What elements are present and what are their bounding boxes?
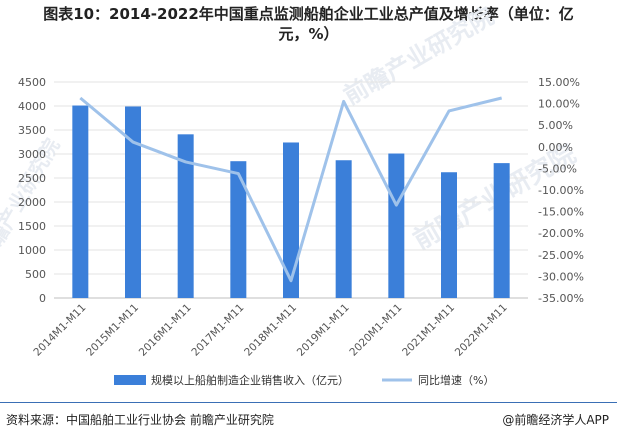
brand-text: @前瞻经济学人APP	[502, 413, 609, 427]
bar-series	[72, 105, 510, 299]
x-tick-label: 2018M1-M11	[242, 302, 299, 359]
legend-bar-label: 规模以上船舶制造企业销售收入（亿元）	[151, 373, 349, 387]
footer-divider	[0, 402, 617, 403]
bar	[441, 172, 457, 298]
source-text: 资料来源：中国船舶工业行业协会 前瞻产业研究院	[6, 413, 274, 427]
right-tick-label: -10.00%	[538, 184, 584, 197]
line-series	[79, 96, 503, 283]
bar	[493, 163, 510, 298]
left-axis-ticks: 0 500 1000 1500 2000 2500 3000 3500 4000 4500	[18, 76, 46, 305]
x-tick-label: 2019M1-M11	[295, 302, 352, 359]
chart-canvas: 前瞻产业研究院前瞻产业研究院前瞻产业研究院 050010001500200025…	[0, 2, 584, 387]
bar	[335, 160, 352, 298]
left-tick-label: 500	[25, 268, 46, 281]
right-tick-label: 0.00%	[538, 141, 573, 154]
chart-title: 图表10：2014-2022年中国重点监测船舶企业工业总产值及增长率（单位：亿 …	[0, 4, 617, 44]
legend: 规模以上船舶制造企业销售收入（亿元） 同比增速（%）	[114, 373, 494, 387]
watermark-text: 前瞻产业研究院	[339, 2, 498, 110]
growth-line	[79, 96, 503, 283]
right-tick-label: 15.00%	[538, 76, 580, 89]
right-tick-label: -35.00%	[538, 292, 584, 305]
right-tick-label: -15.00%	[538, 206, 584, 219]
right-tick-label: 5.00%	[538, 119, 573, 132]
left-tick-label: 2000	[18, 196, 46, 209]
x-tick-label: 2014M1-M11	[31, 302, 88, 359]
chart-title-line-2: 元，%）	[278, 25, 339, 43]
left-tick-label: 0	[39, 292, 46, 305]
bar	[283, 142, 299, 298]
left-tick-label: 3500	[18, 124, 46, 137]
bar	[177, 134, 194, 298]
left-tick-label: 1000	[18, 244, 46, 257]
left-tick-label: 3000	[18, 148, 46, 161]
bar	[72, 105, 89, 299]
left-tick-label: 2500	[18, 172, 46, 185]
chart-title-line-1: 图表10：2014-2022年中国重点监测船舶企业工业总产值及增长率（单位：亿	[43, 5, 574, 23]
x-tick-label: 2022M1-M11	[453, 302, 510, 359]
x-tick-label: 2020M1-M11	[347, 302, 404, 359]
bar	[230, 161, 247, 298]
legend-bar-swatch	[114, 375, 146, 385]
x-tick-label: 2017M1-M11	[189, 302, 246, 359]
x-axis-ticks: 2014M1-M112015M1-M112016M1-M112017M1-M11…	[31, 302, 509, 359]
right-axis-ticks: -35.00% -30.00% -25.00% -20.00% -15.00% -10.0…	[538, 76, 584, 305]
right-tick-label: -25.00%	[538, 249, 584, 262]
bar	[125, 106, 141, 298]
left-tick-label: 1500	[18, 220, 46, 233]
x-tick-label: 2016M1-M11	[137, 302, 194, 359]
left-tick-label: 4500	[18, 76, 46, 89]
right-tick-label: -30.00%	[538, 270, 584, 283]
x-tick-label: 2021M1-M11	[400, 302, 457, 359]
right-tick-label: -5.00%	[538, 162, 577, 175]
bar	[388, 153, 405, 298]
right-tick-label: -20.00%	[538, 227, 584, 240]
right-tick-label: 10.00%	[538, 98, 580, 111]
legend-line-label: 同比增速（%）	[418, 373, 494, 387]
left-tick-label: 4000	[18, 100, 46, 113]
x-tick-label: 2015M1-M11	[84, 302, 141, 359]
